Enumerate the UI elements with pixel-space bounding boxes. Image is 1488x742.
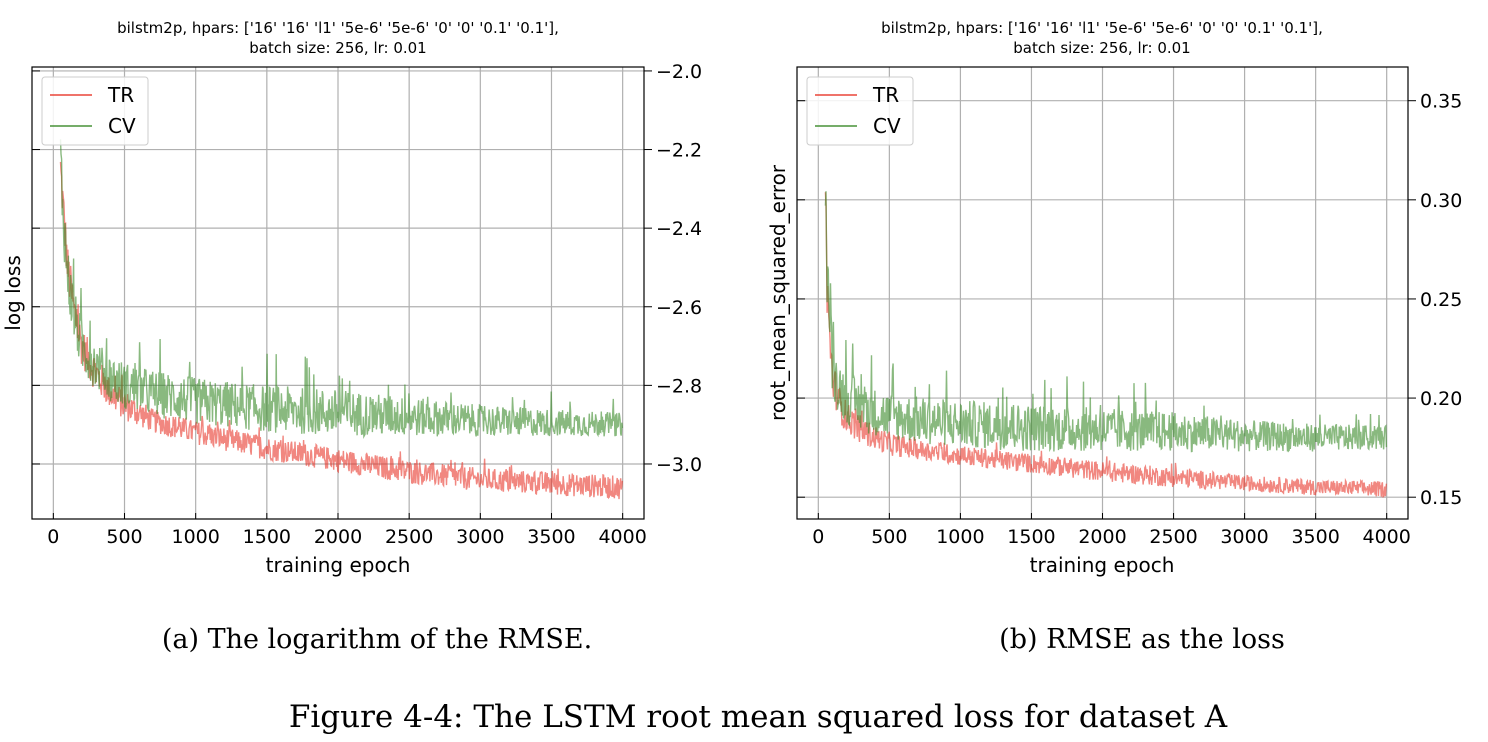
chart-a-xlabel: training epoch	[266, 553, 411, 577]
x-tick-label: 0	[812, 526, 824, 548]
chart-b-legend-tr-label: TR	[872, 83, 899, 107]
y-tick-label: −2.6	[656, 297, 702, 319]
x-tick-label: 3500	[1291, 526, 1339, 548]
y-tick-label: 0.20	[1420, 388, 1462, 410]
x-tick-label: 1000	[936, 526, 984, 548]
y-tick-label: 0.15	[1420, 487, 1462, 509]
x-tick-label: 1000	[171, 526, 219, 548]
chart-a-legend-tr-label: TR	[107, 83, 134, 107]
x-tick-label: 2500	[385, 526, 433, 548]
x-tick-label: 4000	[1363, 526, 1411, 548]
chart-b-title-line1: bilstm2p, hpars: ['16' '16' 'l1' '5e-6' …	[881, 19, 1323, 37]
y-tick-label: 0.35	[1420, 91, 1462, 113]
chart-a-x-ticks: 0 500 1000 1500 2000 2500 3000 3500 4000	[47, 513, 647, 548]
panel-b: bilstm2p, hpars: ['16' '16' 'l1' '5e-6' …	[766, 19, 1462, 655]
x-tick-label: 1500	[1007, 526, 1055, 548]
chart-b-ylabel: root_mean_squared_error	[766, 164, 790, 421]
x-tick-label: 1500	[243, 526, 291, 548]
x-tick-label: 0	[47, 526, 59, 548]
chart-b-series	[824, 191, 1388, 498]
y-tick-label: −2.4	[656, 218, 702, 240]
chart-b-title-line2: batch size: 256, lr: 0.01	[1013, 39, 1190, 57]
chart-b-x-ticks: 0 500 1000 1500 2000 2500 3000 3500 4000	[812, 513, 1411, 548]
x-tick-label: 3000	[1220, 526, 1268, 548]
chart-b-y-ticks: 0.15 0.20 0.25 0.30 0.35	[797, 91, 1462, 509]
x-tick-label: 2000	[314, 526, 362, 548]
subcaption-a: (a) The logarithm of the RMSE.	[162, 624, 592, 655]
chart-a-legend: TR CV	[41, 76, 149, 146]
y-tick-label: 0.25	[1420, 289, 1462, 311]
y-tick-label: −3.0	[656, 454, 702, 476]
chart-b-xlabel: training epoch	[1030, 553, 1175, 577]
y-tick-label: 0.30	[1420, 190, 1462, 212]
x-tick-label: 3500	[527, 526, 575, 548]
series-line-cv	[824, 191, 1388, 453]
chart-a-title-line2: batch size: 256, lr: 0.01	[249, 39, 426, 57]
subcaption-b: (b) RMSE as the loss	[999, 624, 1285, 655]
y-tick-label: −2.8	[656, 375, 702, 397]
chart-a-title-line1: bilstm2p, hpars: ['16' '16' 'l1' '5e-6' …	[117, 19, 559, 37]
y-tick-label: −2.2	[656, 140, 702, 162]
series-line-cv	[59, 139, 624, 440]
chart-a-grid	[32, 67, 644, 519]
x-tick-label: 500	[106, 526, 142, 548]
series-line-tr	[59, 161, 624, 500]
chart-a-y-ticks: −2.0 −2.2 −2.4 −2.6 −2.8 −3.0	[32, 61, 702, 476]
chart-a-legend-cv-label: CV	[108, 114, 136, 138]
y-tick-label: −2.0	[656, 61, 702, 83]
chart-b-legend-cv-label: CV	[873, 114, 901, 138]
x-tick-label: 4000	[598, 526, 646, 548]
x-tick-label: 3000	[456, 526, 504, 548]
chart-a-series	[59, 139, 624, 500]
figure-caption: Figure 4-4: The LSTM root mean squared l…	[289, 699, 1228, 735]
x-tick-label: 500	[871, 526, 907, 548]
chart-b-legend: TR CV	[806, 76, 914, 146]
x-tick-label: 2000	[1078, 526, 1126, 548]
series-line-tr	[824, 192, 1388, 498]
x-tick-label: 2500	[1149, 526, 1197, 548]
chart-a-ylabel: log loss	[1, 255, 25, 330]
panel-a: bilstm2p, hpars: ['16' '16' 'l1' '5e-6' …	[1, 19, 702, 655]
